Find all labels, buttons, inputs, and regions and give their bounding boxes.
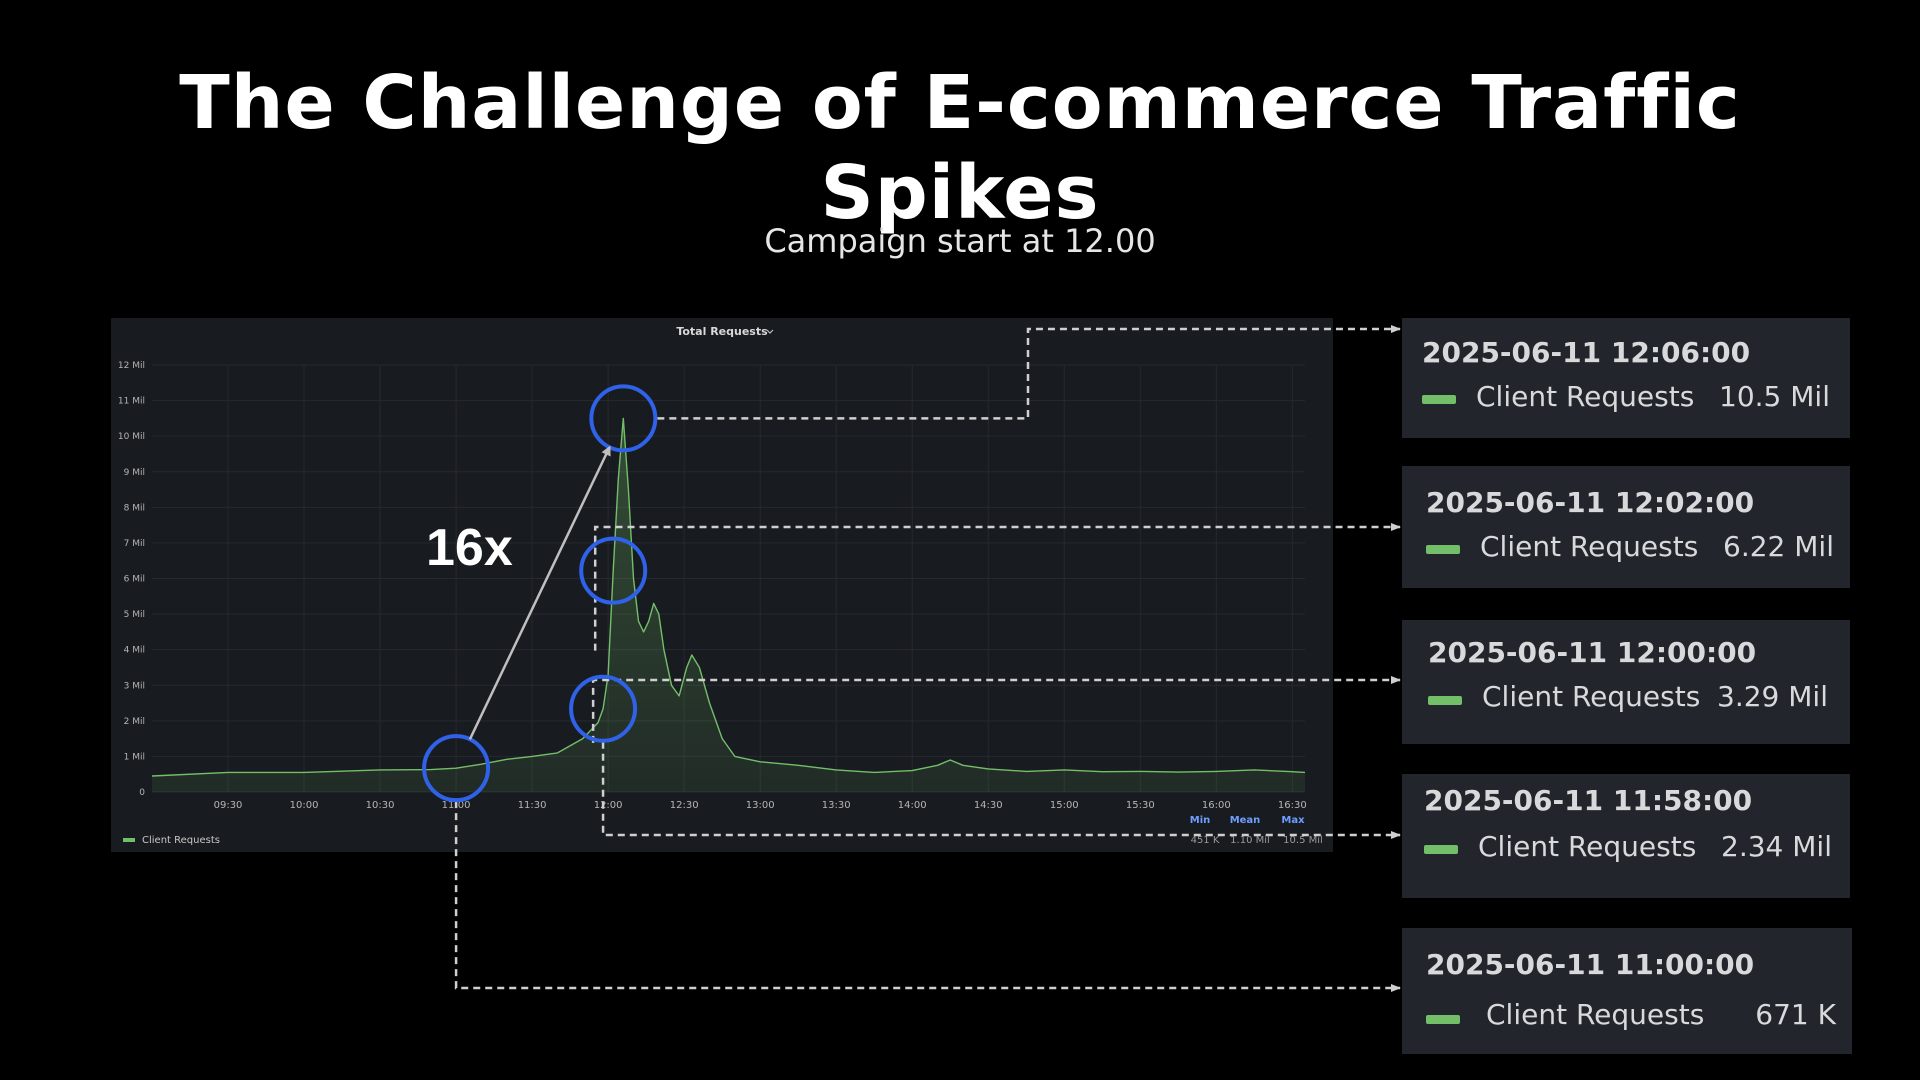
tooltip-card: 2025-06-11 11:58:00 Client Requests 2.34… xyxy=(1402,774,1850,898)
tooltip-series-name: Client Requests xyxy=(1486,998,1705,1031)
tooltip-value: 10.5 Mil xyxy=(1719,380,1830,413)
tooltip-timestamp: 2025-06-11 11:00:00 xyxy=(1426,948,1755,981)
tooltip-timestamp: 2025-06-11 12:02:00 xyxy=(1426,486,1755,519)
series-color-swatch xyxy=(1428,696,1462,705)
tooltip-value: 6.22 Mil xyxy=(1723,530,1834,563)
chart-panel[interactable] xyxy=(111,318,1333,852)
series-color-swatch xyxy=(1424,845,1458,854)
series-color-swatch xyxy=(1426,1015,1460,1024)
tooltip-series-name: Client Requests xyxy=(1476,380,1695,413)
tooltip-card: 2025-06-11 12:02:00 Client Requests 6.22… xyxy=(1402,466,1850,588)
tooltip-card: 2025-06-11 12:06:00 Client Requests 10.5… xyxy=(1402,318,1850,438)
tooltip-card: 2025-06-11 11:00:00 Client Requests 671 … xyxy=(1402,928,1852,1054)
tooltip-value: 2.34 Mil xyxy=(1721,830,1832,863)
tooltip-series-name: Client Requests xyxy=(1480,530,1699,563)
tooltip-series-name: Client Requests xyxy=(1478,830,1697,863)
slide-title: The Challenge of E-commerce Traffic Spik… xyxy=(179,60,1741,236)
tooltip-timestamp: 2025-06-11 12:06:00 xyxy=(1422,336,1751,369)
tooltip-timestamp: 2025-06-11 12:00:00 xyxy=(1428,636,1757,669)
series-color-swatch xyxy=(1422,395,1456,404)
tooltip-value: 671 K xyxy=(1755,998,1836,1031)
tooltip-value: 3.29 Mil xyxy=(1717,680,1828,713)
tooltip-card: 2025-06-11 12:00:00 Client Requests 3.29… xyxy=(1402,620,1850,744)
tooltip-series-name: Client Requests xyxy=(1482,680,1701,713)
tooltip-timestamp: 2025-06-11 11:58:00 xyxy=(1424,784,1753,817)
series-color-swatch xyxy=(1426,545,1460,554)
slide-subtitle: Campaign start at 12.00 xyxy=(764,222,1156,260)
